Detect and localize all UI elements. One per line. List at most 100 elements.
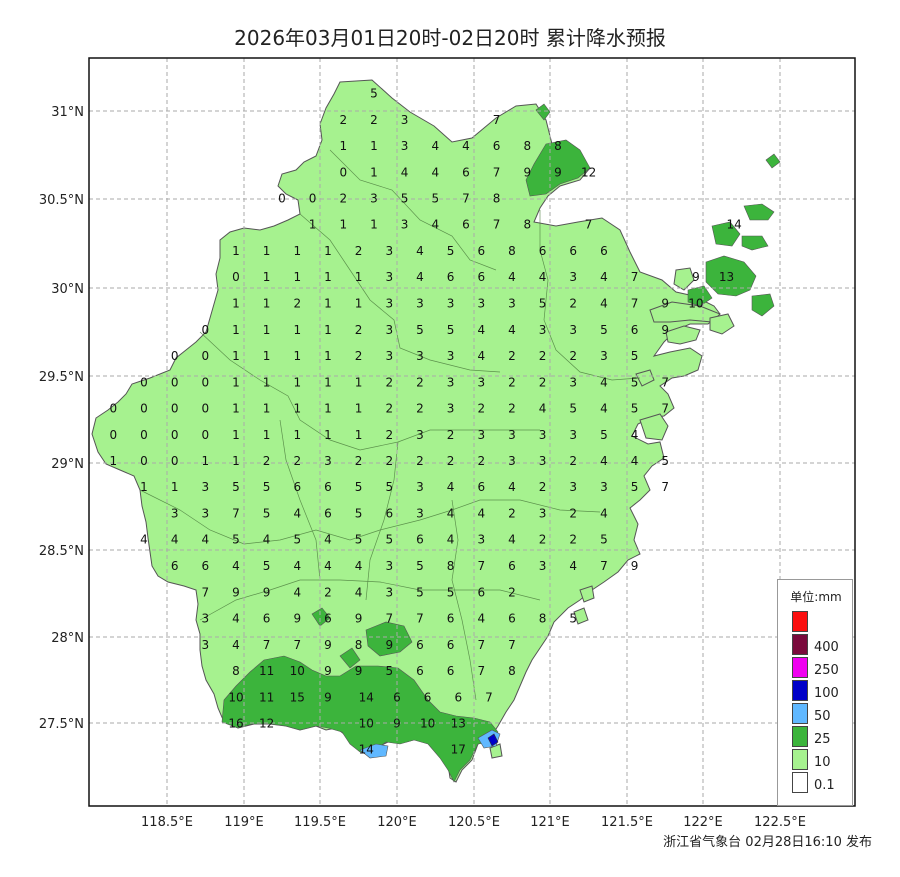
precip-value: 5 <box>355 507 363 521</box>
precip-value: 6 <box>324 507 332 521</box>
precip-value: 8 <box>508 244 516 258</box>
longitude-labels: 118.5°E 119°E 119.5°E 120°E 120.5°E 121°… <box>141 815 806 830</box>
precip-value: 9 <box>692 270 700 284</box>
legend-swatch <box>792 749 808 770</box>
lon-label: 118.5°E <box>141 815 193 830</box>
precip-value: 2 <box>569 507 577 521</box>
map-frame <box>88 57 856 807</box>
zone-south-small <box>339 647 361 669</box>
precip-value: 7 <box>600 559 608 573</box>
precip-value: 4 <box>232 612 240 626</box>
precip-value: 4 <box>324 533 332 547</box>
precip-value: 16 <box>228 717 243 731</box>
precip-value: 2 <box>569 533 577 547</box>
issuer-footer: 浙江省气象台 02月28日16:10 发布 <box>663 835 872 850</box>
precip-value: 5 <box>416 559 424 573</box>
island <box>673 267 695 291</box>
precip-value: 1 <box>109 454 117 468</box>
precip-value: 2 <box>293 454 301 468</box>
precip-value: 6 <box>477 244 485 258</box>
precip-value: 3 <box>508 297 516 311</box>
precip-value: 6 <box>631 323 639 337</box>
precip-value: 1 <box>263 402 271 416</box>
precip-value: 8 <box>447 559 455 573</box>
precip-value: 0 <box>201 349 209 363</box>
legend-swatch <box>792 703 808 724</box>
precip-value: 4 <box>401 165 409 179</box>
precip-value: 3 <box>477 533 485 547</box>
precip-value: 5 <box>539 297 547 311</box>
precip-value: 0 <box>201 402 209 416</box>
precip-value: 4 <box>600 270 608 284</box>
precip-value: 17 <box>451 743 466 757</box>
precip-value: 5 <box>631 349 639 363</box>
precip-value: 10 <box>359 717 374 731</box>
precip-value: 4 <box>462 139 470 153</box>
zone-south-mid <box>365 621 413 657</box>
precip-value: 5 <box>600 428 608 442</box>
precip-value: 4 <box>263 533 271 547</box>
precip-value: 1 <box>355 297 363 311</box>
precip-value: 2 <box>539 533 547 547</box>
lat-label: 30°N <box>51 282 84 297</box>
precip-value: 1 <box>293 244 301 258</box>
precip-value: 2 <box>324 585 332 599</box>
precip-value: 9 <box>324 664 332 678</box>
precip-value: 1 <box>293 402 301 416</box>
precip-value: 7 <box>661 375 669 389</box>
precip-value: 4 <box>447 507 455 521</box>
precip-value: 3 <box>401 139 409 153</box>
precip-value: 3 <box>416 297 424 311</box>
precip-value: 4 <box>477 349 485 363</box>
precip-value: 7 <box>493 218 501 232</box>
precip-value: 5 <box>355 480 363 494</box>
precip-value: 6 <box>447 270 455 284</box>
precip-value: 7 <box>485 690 493 704</box>
precip-value: 0 <box>201 428 209 442</box>
legend-swatch <box>792 772 808 793</box>
precip-value: 1 <box>263 323 271 337</box>
precip-value: 0 <box>109 402 117 416</box>
precip-value: 2 <box>385 402 393 416</box>
precip-value: 1 <box>263 270 271 284</box>
precip-value: 1 <box>370 218 378 232</box>
precip-value: 0 <box>232 270 240 284</box>
island <box>665 325 701 345</box>
precip-value: 7 <box>661 480 669 494</box>
precip-value: 4 <box>431 139 439 153</box>
precip-value: 2 <box>416 402 424 416</box>
precip-value: 7 <box>385 612 393 626</box>
precip-value: 1 <box>324 402 332 416</box>
precip-value: 1 <box>232 402 240 416</box>
precip-value: 0 <box>171 349 179 363</box>
precip-value: 4 <box>416 270 424 284</box>
precip-value: 6 <box>477 270 485 284</box>
precip-value: 3 <box>201 507 209 521</box>
precip-value: 3 <box>370 192 378 206</box>
precip-value: 15 <box>290 690 305 704</box>
precip-value: 4 <box>477 612 485 626</box>
precip-value: 7 <box>201 585 209 599</box>
precip-value: 2 <box>416 454 424 468</box>
precip-value: 1 <box>324 270 332 284</box>
precip-value: 0 <box>309 192 317 206</box>
lat-label: 28°N <box>51 631 84 646</box>
lat-label: 29°N <box>51 457 84 472</box>
precip-value: 10 <box>228 690 243 704</box>
lat-label: 27.5°N <box>39 717 84 732</box>
precip-value: 7 <box>462 192 470 206</box>
precip-value: 2 <box>569 297 577 311</box>
lon-label: 120.5°E <box>448 815 500 830</box>
precip-value: 1 <box>293 428 301 442</box>
precip-value: 3 <box>385 297 393 311</box>
precip-value: 4 <box>140 533 148 547</box>
precip-value: 7 <box>263 638 271 652</box>
precip-value: 6 <box>416 533 424 547</box>
precip-value: 3 <box>569 375 577 389</box>
precip-value: 3 <box>569 270 577 284</box>
precip-value: 1 <box>232 323 240 337</box>
precip-value: 1 <box>263 297 271 311</box>
precip-value: 4 <box>508 270 516 284</box>
precip-value: 5 <box>232 533 240 547</box>
lat-label: 31°N <box>51 105 84 120</box>
